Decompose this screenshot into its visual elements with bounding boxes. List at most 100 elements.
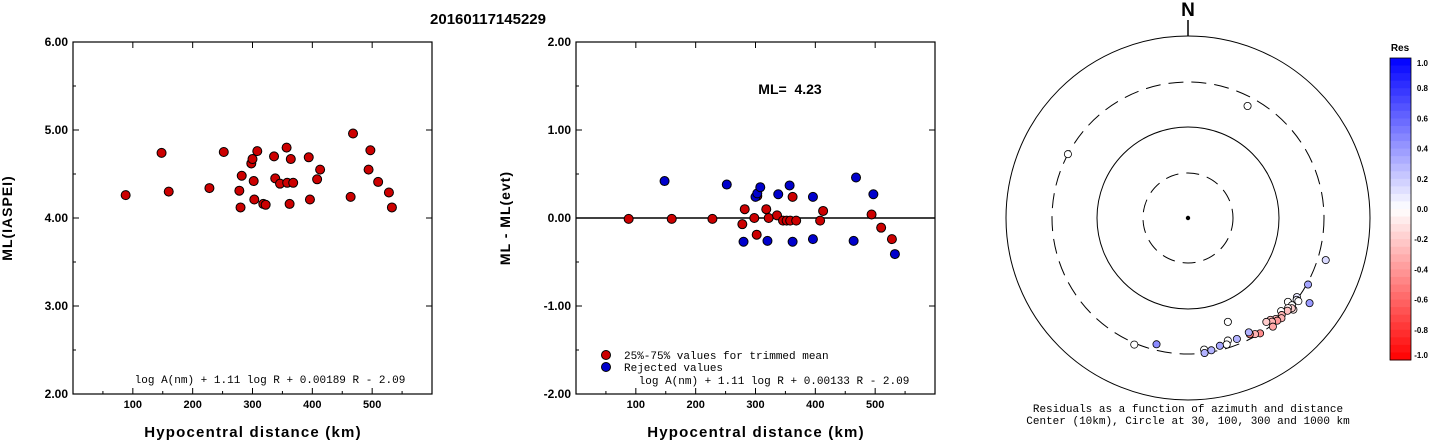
x-tick-label: 400	[806, 399, 824, 411]
data-point	[236, 170, 247, 181]
x-axis-label: Hypocentral distance (km)	[144, 424, 362, 441]
data-point	[249, 194, 260, 205]
data-point	[666, 213, 677, 224]
data-point	[791, 215, 802, 226]
data-point	[773, 189, 784, 200]
station-marker	[1232, 334, 1241, 343]
azimuth-residual-map: N Residuals as a function of azimuth and…	[1005, 0, 1429, 428]
colorbar-cell	[1390, 80, 1411, 89]
x-tick-label: 300	[746, 399, 764, 411]
colorbar-cell	[1390, 73, 1411, 82]
axis-ticks: 100 200 300 400 500 -2.00 -1.00 0.00 1.00 2.00	[544, 35, 935, 411]
data-point	[386, 202, 397, 213]
colorbar-cell	[1390, 352, 1411, 361]
x-tick-label: 400	[303, 399, 321, 411]
colorbar-tick-label: 0.4	[1417, 145, 1429, 154]
legend-marker-trimmed	[601, 350, 611, 360]
colorbar-cell	[1390, 254, 1411, 263]
colorbar-cell	[1390, 103, 1411, 112]
data-point	[848, 235, 859, 246]
data-point	[787, 236, 798, 247]
data-point	[868, 189, 879, 200]
data-point	[260, 199, 271, 210]
station-marker	[1243, 101, 1252, 110]
data-point	[285, 154, 296, 165]
colorbar-cells	[1390, 58, 1411, 361]
legend: 25%-75% values for trimmed mean Rejected…	[601, 350, 829, 375]
data-points	[623, 172, 900, 260]
colorbar-cell	[1390, 314, 1411, 323]
legend-label-rejected: Rejected values	[624, 363, 723, 375]
data-point	[707, 213, 718, 224]
x-axis-label: Hypocentral distance (km)	[647, 424, 865, 441]
station-marker	[1207, 346, 1216, 355]
data-point	[365, 145, 376, 156]
x-tick-label: 100	[627, 399, 645, 411]
data-point	[156, 147, 167, 158]
colorbar-cell	[1390, 148, 1411, 157]
y-tick-label: 4.00	[45, 211, 69, 225]
data-point	[383, 187, 394, 198]
colorbar-cell	[1390, 276, 1411, 285]
data-point	[739, 204, 750, 215]
y-tick-label: 1.00	[548, 123, 572, 137]
data-point	[787, 191, 798, 202]
y-axis-label: ML - ML(evt)	[497, 171, 513, 265]
data-point	[721, 179, 732, 190]
data-point	[761, 204, 772, 215]
data-point	[738, 236, 749, 247]
y-tick-label: 5.00	[45, 123, 69, 137]
data-point	[886, 234, 897, 245]
station-marker	[1321, 256, 1330, 265]
colorbar-cell	[1390, 216, 1411, 225]
data-point	[234, 185, 245, 196]
colorbar-cell	[1390, 58, 1411, 67]
colorbar-cell	[1390, 163, 1411, 172]
colorbar-tick-label: 1.0	[1417, 59, 1429, 68]
colorbar-cell	[1390, 133, 1411, 142]
data-point	[348, 128, 359, 139]
formula-label: log A(nm) + 1.11 log R + 0.00133 R - 2.0…	[639, 376, 910, 388]
colorbar-cell	[1390, 186, 1411, 195]
colorbar-cell	[1390, 292, 1411, 301]
y-axis-label: ML(IASPEI)	[0, 175, 15, 260]
station-marker	[1222, 340, 1231, 349]
data-point	[315, 164, 326, 175]
data-points	[120, 128, 397, 213]
data-point	[288, 177, 299, 188]
data-point	[120, 190, 131, 201]
north-label: N	[1181, 0, 1195, 21]
colorbar-cell	[1390, 171, 1411, 180]
data-point	[749, 213, 760, 223]
plot-frame	[72, 41, 433, 395]
data-point	[755, 182, 766, 193]
colorbar-cell	[1390, 231, 1411, 240]
station-marker	[1215, 341, 1224, 350]
colorbar-cell	[1390, 156, 1411, 165]
colorbar-cell	[1390, 209, 1411, 218]
colorbar-tick-label: 0.0	[1417, 205, 1429, 214]
colorbar-cell	[1390, 110, 1411, 119]
ring-30km	[1142, 172, 1234, 264]
data-point	[269, 151, 280, 162]
data-point	[763, 213, 774, 223]
colorbar-tick-labels: 1.0 0.8 0.6 0.4 0.2 0.0 -0.2 -0.4 -0.6 -0.8 -1.0	[1414, 59, 1428, 360]
y-tick-label: 3.00	[45, 299, 69, 313]
data-point	[373, 176, 384, 187]
data-point	[807, 191, 818, 202]
formula-label: log A(nm) + 1.11 log R + 0.00189 R - 2.0…	[135, 375, 406, 387]
colorbar-cell	[1390, 239, 1411, 248]
figure-title: 20160117145229	[430, 11, 546, 28]
colorbar-tick-label: 0.6	[1417, 114, 1429, 123]
y-tick-label: -2.00	[544, 387, 572, 401]
data-point	[284, 198, 295, 209]
data-point	[281, 142, 292, 153]
data-point	[623, 213, 634, 224]
x-tick-label: 500	[866, 399, 884, 411]
colorbar: Res 1.0 0.8 0.6 0.4 0.2 0.0 -0.2 -0.4 -0.6 -0.8 -1…	[1389, 43, 1429, 361]
x-tick-label: 100	[124, 399, 142, 411]
data-point	[303, 152, 314, 163]
station-marker	[1223, 317, 1232, 326]
data-point	[304, 194, 315, 205]
ring-1000km	[1005, 35, 1371, 401]
